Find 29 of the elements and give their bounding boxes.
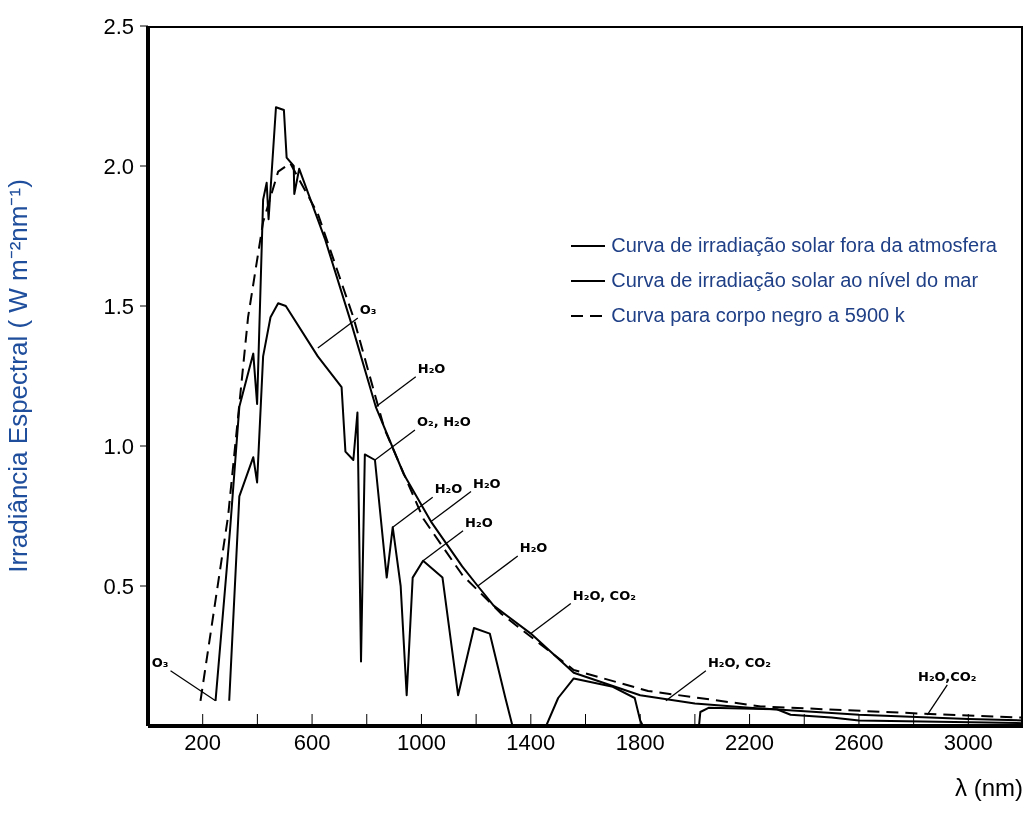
annotation: H₂O bbox=[519, 540, 548, 555]
annotation: H₂O bbox=[465, 514, 493, 530]
legend-label: Curva de irradiação solar fora da atmosfera bbox=[611, 233, 997, 258]
x-tick-label: 2200 bbox=[725, 729, 775, 755]
annotation: H₂O bbox=[473, 475, 501, 491]
x-tick-label: 1000 bbox=[396, 729, 446, 755]
annotation: H₂O bbox=[434, 481, 463, 497]
y-axis-title: Irradiância Espectral ( W m⁻²nm⁻¹) bbox=[3, 179, 34, 573]
x-axis-title: λ (nm) bbox=[955, 774, 1023, 801]
y-tick-label: 2.5 bbox=[103, 13, 134, 39]
x-tick-label: 2600 bbox=[834, 729, 884, 755]
y-tick-label: 2.0 bbox=[103, 153, 134, 179]
x-tick-label: 1800 bbox=[615, 729, 665, 755]
y-tick-label: 1.5 bbox=[103, 293, 134, 319]
x-tick-label: 1400 bbox=[506, 729, 556, 755]
annotation: O₂, H₂O bbox=[416, 414, 471, 429]
y-tick-label: 1.0 bbox=[103, 433, 134, 459]
x-tick-label: 600 bbox=[293, 729, 331, 755]
legend-label: Curva de irradiação solar ao nível do mar bbox=[611, 268, 979, 293]
y-tick-label: 0.5 bbox=[103, 573, 134, 599]
x-tick-label: 3000 bbox=[943, 729, 993, 755]
annotation: O₃ bbox=[359, 302, 377, 317]
annotation: H₂O, CO₂ bbox=[572, 587, 636, 603]
annotation: H₂O, CO₂ bbox=[707, 654, 771, 670]
annotation: H₂O,CO₂ bbox=[918, 668, 977, 684]
annotation: H₂O bbox=[417, 360, 446, 376]
x-tick-label: 200 bbox=[184, 729, 222, 755]
annotation: O₃ bbox=[151, 654, 169, 670]
legend-label: Curva para corpo negro a 5900 k bbox=[611, 303, 905, 328]
